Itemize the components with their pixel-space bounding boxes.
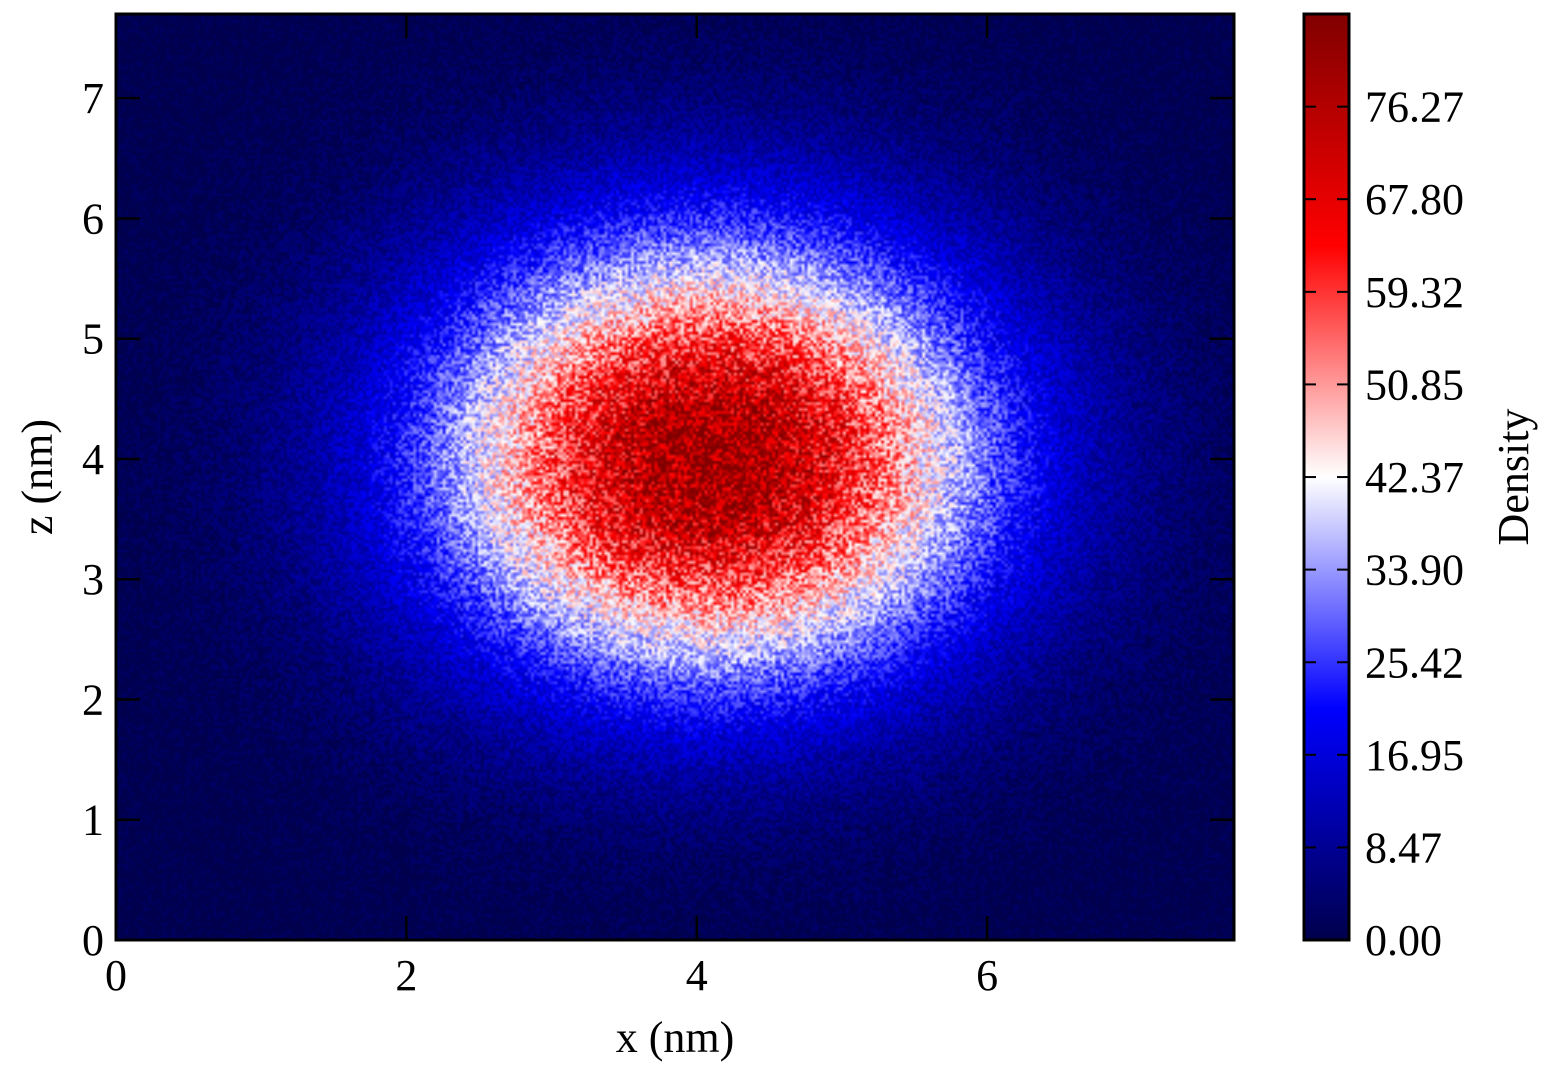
colorbar-tick-label: 0.00 (1365, 916, 1442, 965)
colorbar-tick-label: 42.37 (1365, 453, 1464, 502)
colorbar-tick-label: 67.80 (1365, 175, 1464, 224)
plot-frame (114, 12, 1236, 942)
y-tick-label: 7 (82, 74, 104, 123)
colorbar-tick-label: 8.47 (1365, 823, 1442, 872)
x-tick-label: 0 (105, 951, 127, 1000)
colorbar-tick-label: 76.27 (1365, 83, 1464, 132)
y-tick-label: 4 (82, 435, 104, 484)
y-tick-label: 5 (82, 315, 104, 364)
colorbar-tick-label: 33.90 (1365, 546, 1464, 595)
y-tick-label: 0 (82, 916, 104, 965)
colorbar-tick-label: 16.95 (1365, 731, 1464, 780)
x-tick-label: 2 (395, 951, 417, 1000)
x-tick-label: 6 (976, 951, 998, 1000)
colorbar-tick-label: 50.85 (1365, 360, 1464, 409)
x-axis-ticks: 0 2 4 6 (105, 14, 998, 1000)
density-heatmap (116, 14, 1234, 940)
y-axis-label: z (nm) (13, 419, 62, 535)
y-axis-ticks: 0 1 2 3 4 5 6 7 (82, 74, 1234, 965)
x-tick-label: 4 (686, 951, 708, 1000)
y-tick-label: 2 (82, 675, 104, 724)
colorbar-ticks: 0.00 8.47 16.95 25.42 33.90 42.37 50.85 59.32 67… (1304, 83, 1464, 965)
colorbar-tick-label: 25.42 (1365, 638, 1464, 687)
x-axis-label: x (nm) (616, 1013, 735, 1062)
colorbar: 0.00 8.47 16.95 25.42 33.90 42.37 50.85 59.32 67… (1302, 12, 1538, 965)
y-tick-label: 6 (82, 194, 104, 243)
y-tick-label: 1 (82, 796, 104, 845)
y-tick-label: 3 (82, 555, 104, 604)
colorbar-label: Density (1489, 409, 1538, 546)
heatmap-plot-area: 0 2 4 6 0 1 2 3 4 5 6 7 (82, 12, 1236, 1000)
colorbar-tick-label: 59.32 (1365, 268, 1464, 317)
